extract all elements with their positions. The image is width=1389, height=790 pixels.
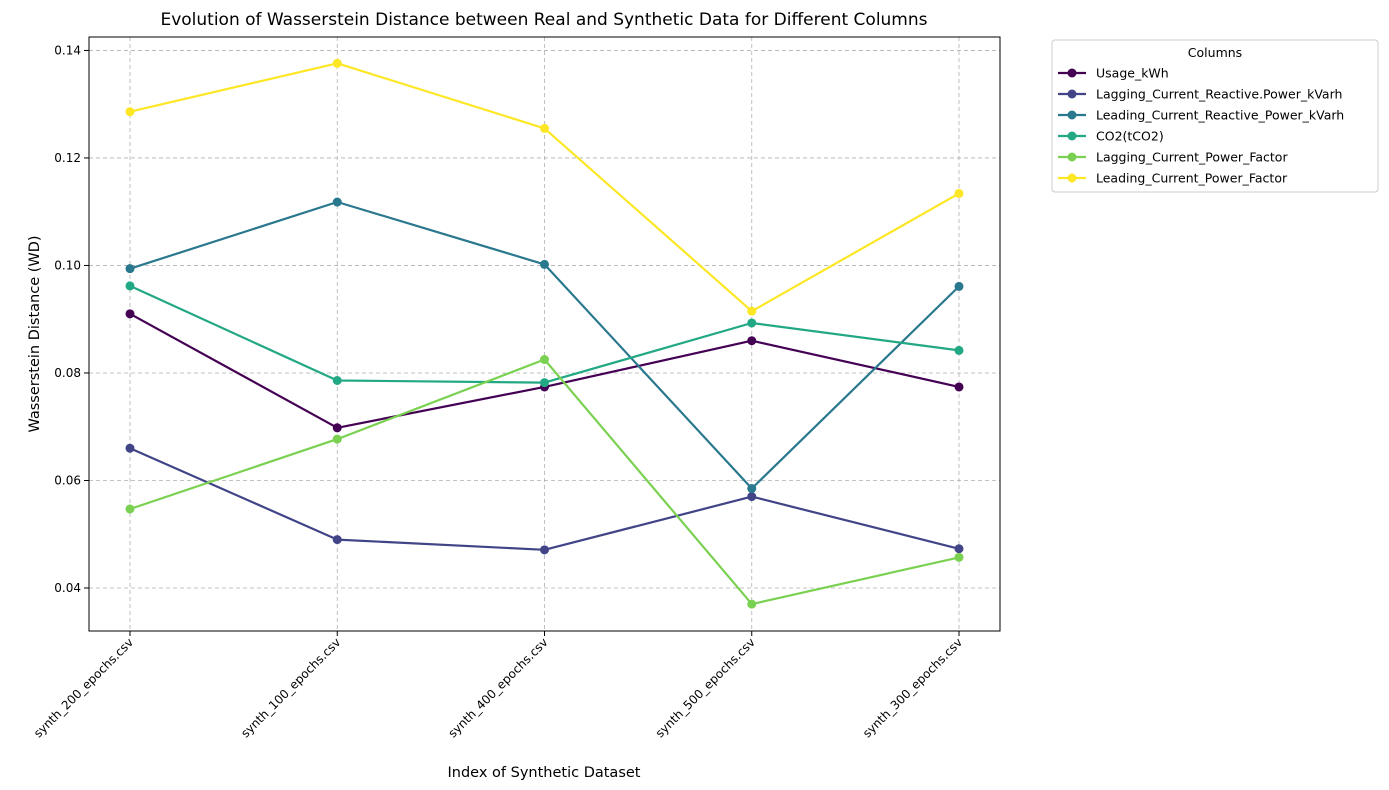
x-tick-label: synth_400_epochs.csv <box>445 635 550 740</box>
legend-label: Lagging_Current_Reactive.Power_kVarh <box>1096 87 1342 102</box>
data-point <box>540 123 549 133</box>
series-4 <box>125 355 964 609</box>
x-axis-label: Index of Synthetic Dataset <box>448 765 641 781</box>
data-point <box>747 492 757 502</box>
legend-marker <box>1067 110 1077 120</box>
data-point <box>125 443 135 453</box>
x-tick-label: synth_200_epochs.csv <box>31 635 136 740</box>
data-point <box>332 58 342 68</box>
y-tick-label: 0.08 <box>54 366 81 380</box>
data-point <box>747 318 757 328</box>
legend-label: Leading_Current_Reactive_Power_kVarh <box>1096 108 1344 123</box>
y-tick-label: 0.12 <box>54 151 81 165</box>
series-1 <box>125 443 964 555</box>
legend-marker <box>1067 152 1077 162</box>
legend-label: Lagging_Current_Power_Factor <box>1096 150 1288 165</box>
series-3 <box>125 281 964 388</box>
legend-label: Usage_kWh <box>1096 66 1169 81</box>
data-point <box>954 382 964 392</box>
data-point <box>954 188 964 198</box>
data-point <box>954 281 964 291</box>
data-point <box>125 504 135 514</box>
legend-marker <box>1067 68 1077 78</box>
data-point <box>954 544 964 554</box>
legend-label: CO2(tCO2) <box>1096 129 1164 144</box>
x-axis: synth_200_epochs.csv synth_100_epochs.csv… <box>31 631 965 740</box>
data-point <box>747 336 757 346</box>
data-point <box>332 535 342 545</box>
legend-title: Columns <box>1188 45 1242 60</box>
legend-marker <box>1067 89 1077 99</box>
legend-box <box>1051 39 1379 193</box>
data-point <box>540 355 549 365</box>
x-tick-label: synth_300_epochs.csv <box>860 635 965 740</box>
legend-item-3: CO2(tCO2) <box>1058 129 1164 144</box>
data-point <box>747 306 757 316</box>
x-tick-label: synth_500_epochs.csv <box>653 635 758 740</box>
y-tick-label: 0.04 <box>54 581 81 595</box>
legend-label: Leading_Current_Power_Factor <box>1096 171 1288 186</box>
legend-item-2: Leading_Current_Reactive_Power_kVarh <box>1058 108 1344 123</box>
data-point <box>540 378 549 388</box>
data-point <box>540 545 549 555</box>
y-tick-label: 0.14 <box>54 43 81 57</box>
data-point <box>125 309 135 319</box>
data-point <box>332 197 342 207</box>
legend-item-4: Lagging_Current_Power_Factor <box>1058 150 1288 165</box>
legend-item-0: Usage_kWh <box>1058 66 1169 81</box>
legend-marker <box>1067 131 1077 141</box>
data-point <box>125 281 135 291</box>
data-point <box>540 259 549 269</box>
data-point <box>332 375 342 385</box>
data-point <box>332 423 342 433</box>
data-point <box>125 264 135 274</box>
series-2 <box>125 197 964 494</box>
x-tick-label: synth_100_epochs.csv <box>238 635 343 740</box>
series-lines <box>125 58 964 609</box>
data-point <box>125 107 135 117</box>
legend: Columns Usage_kWh Lagging_Current_Reactiv… <box>1051 39 1379 193</box>
data-point <box>332 434 342 444</box>
series-5 <box>125 58 964 316</box>
legend-item-5: Leading_Current_Power_Factor <box>1058 171 1288 186</box>
y-tick-label: 0.06 <box>54 473 81 487</box>
data-point <box>954 552 964 562</box>
data-point <box>954 345 964 355</box>
data-point <box>747 599 757 609</box>
legend-item-1: Lagging_Current_Reactive.Power_kVarh <box>1058 87 1342 102</box>
y-tick-label: 0.10 <box>54 258 81 272</box>
legend-marker <box>1067 173 1077 183</box>
data-point <box>747 484 757 494</box>
y-axis-label: Wasserstein Distance (WD) <box>27 235 43 432</box>
chart-title: Evolution of Wasserstein Distance betwee… <box>160 10 927 30</box>
legend-items: Usage_kWh Lagging_Current_Reactive.Power_… <box>1058 66 1344 186</box>
y-axis: 0.04 0.06 0.08 0.10 0.12 0.14 <box>54 43 89 595</box>
